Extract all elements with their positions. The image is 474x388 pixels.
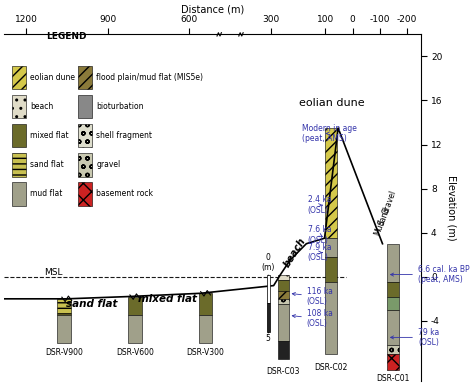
Bar xyxy=(199,315,212,343)
Text: Modern in age
(peat, AMS): Modern in age (peat, AMS) xyxy=(302,124,357,143)
Bar xyxy=(278,299,289,304)
Text: 7.9 ka
(OSL): 7.9 ka (OSL) xyxy=(308,243,331,262)
Text: DSR-V600: DSR-V600 xyxy=(116,348,154,357)
Text: beach: beach xyxy=(282,236,308,269)
Bar xyxy=(387,296,399,310)
Text: LEGEND: LEGEND xyxy=(46,32,87,41)
Bar xyxy=(278,291,289,299)
Bar xyxy=(325,257,337,282)
Y-axis label: Elevation (m): Elevation (m) xyxy=(447,175,456,241)
Text: mixed flat: mixed flat xyxy=(138,294,197,304)
Text: DSR-V300: DSR-V300 xyxy=(187,348,225,357)
Bar xyxy=(57,315,71,343)
Text: eolian dune: eolian dune xyxy=(299,98,364,108)
Bar xyxy=(387,282,399,296)
Bar xyxy=(199,293,212,315)
Text: DSR-C01: DSR-C01 xyxy=(376,374,410,383)
Text: flood plain/mud flat (MIS5e): flood plain/mud flat (MIS5e) xyxy=(96,73,203,82)
Text: beach: beach xyxy=(30,102,53,111)
X-axis label: Distance (m): Distance (m) xyxy=(181,4,244,14)
Text: Sand: Sand xyxy=(377,206,392,227)
Bar xyxy=(278,304,289,341)
Text: eolian dune: eolian dune xyxy=(30,73,75,82)
Text: gravel: gravel xyxy=(96,160,120,170)
Text: 0
(m): 0 (m) xyxy=(262,253,275,272)
Bar xyxy=(325,128,337,238)
Text: sand flat: sand flat xyxy=(30,160,64,170)
Text: shell fragment: shell fragment xyxy=(96,131,152,140)
Bar xyxy=(387,244,399,282)
Text: 2.4 ka
(OSL): 2.4 ka (OSL) xyxy=(308,196,331,215)
Bar xyxy=(278,275,289,280)
Text: 116 ka
(OSL): 116 ka (OSL) xyxy=(292,287,333,306)
Bar xyxy=(267,275,270,303)
Bar xyxy=(57,299,71,315)
Text: Mud: Mud xyxy=(373,218,387,236)
Text: 5: 5 xyxy=(266,334,271,343)
Text: bioturbation: bioturbation xyxy=(96,102,144,111)
Text: Gravel: Gravel xyxy=(381,189,398,215)
Bar xyxy=(267,303,270,332)
Text: 108 ka
(OSL): 108 ka (OSL) xyxy=(292,309,333,328)
Text: DSR-C02: DSR-C02 xyxy=(315,363,348,372)
Text: DSR-V900: DSR-V900 xyxy=(45,348,83,357)
Bar xyxy=(387,310,399,345)
Text: 79 ka
(OSL): 79 ka (OSL) xyxy=(391,328,439,347)
Bar xyxy=(278,280,289,291)
Bar xyxy=(278,341,289,359)
Text: mixed flat: mixed flat xyxy=(30,131,68,140)
Text: 6.6 cal. ka BP
(peat, AMS): 6.6 cal. ka BP (peat, AMS) xyxy=(391,265,470,284)
Bar xyxy=(128,296,142,315)
Text: DSR-C03: DSR-C03 xyxy=(266,367,300,376)
Bar xyxy=(387,354,399,371)
Text: sand flat: sand flat xyxy=(65,299,117,309)
Bar xyxy=(387,345,399,354)
Text: 7.6 ka
(OSL): 7.6 ka (OSL) xyxy=(308,225,331,244)
Bar xyxy=(325,238,337,257)
Text: MSL: MSL xyxy=(44,268,63,277)
Bar xyxy=(128,315,142,343)
Text: basement rock: basement rock xyxy=(96,189,153,199)
Bar xyxy=(325,282,337,354)
Text: mud flat: mud flat xyxy=(30,189,62,199)
